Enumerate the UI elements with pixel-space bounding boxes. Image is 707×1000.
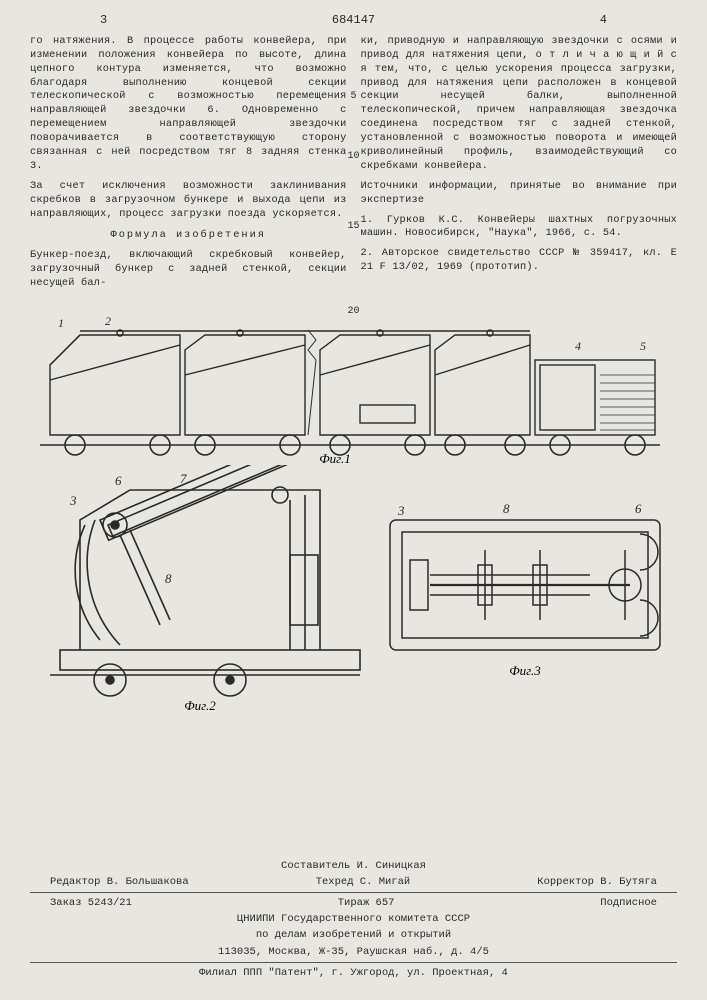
org1: ЦНИИПИ Государственного комитета СССР	[30, 912, 677, 926]
address: 113035, Москва, Ж-35, Раушская наб., д. …	[30, 945, 677, 959]
compiler: Составитель И. Синицкая	[30, 859, 677, 873]
right-p1: ки, приводную и направляющую звездочки с…	[361, 35, 678, 174]
fig1-label-2: 2	[105, 314, 111, 328]
line-num-5: 5	[350, 90, 356, 104]
tech: Техред С. Мигай	[316, 875, 411, 889]
doc-number: 684147	[332, 12, 375, 28]
line-num-20: 20	[347, 305, 359, 319]
source-1: 1. Гурков К.С. Конвейеры шахтных погрузо…	[361, 214, 678, 242]
fig3-label-6: 6	[635, 501, 642, 516]
fig1-label-5: 5	[640, 339, 646, 353]
fig3-caption: Фиг.3	[509, 663, 541, 678]
fig1-label-4: 4	[575, 339, 581, 353]
sources-title: Источники информации, принятые во вниман…	[361, 180, 678, 208]
order: Заказ 5243/21	[50, 896, 132, 910]
figures-2-3: 3 6 7 8 Фиг.2	[30, 465, 670, 715]
text-columns: го натяжения. В процессе работы конвейер…	[30, 35, 677, 297]
page-num-left: 3	[100, 12, 107, 28]
tirage: Тираж 657	[338, 896, 395, 910]
left-p1: го натяжения. В процессе работы конвейер…	[30, 35, 347, 174]
fig3-label-8: 8	[503, 501, 510, 516]
footer-block: Составитель И. Синицкая Редактор В. Боль…	[30, 857, 677, 982]
subscription: Подписное	[600, 896, 657, 910]
line-num-15: 15	[347, 220, 359, 234]
line-num-10: 10	[347, 150, 359, 164]
filial: Филиал ППП "Патент", г. Ужгород, ул. Про…	[30, 966, 677, 980]
source-2: 2. Авторское свидетельство СССР № 359417…	[361, 247, 678, 275]
fig1-caption: Фиг.1	[319, 451, 351, 465]
org2: по делам изобретений и открытий	[30, 928, 677, 942]
figure-1: 1 2 4 5 Фиг.1	[30, 305, 670, 465]
figures-block: 1 2 4 5 Фиг.1	[30, 305, 677, 715]
formula-title: Формула изобретения	[30, 229, 347, 243]
right-column: ки, приводную и направляющую звездочки с…	[361, 35, 678, 297]
fig2-label-6: 6	[115, 473, 122, 488]
fig2-label-7: 7	[180, 471, 187, 486]
fig2-label-3: 3	[69, 493, 77, 508]
fig3-label-3: 3	[397, 503, 405, 518]
page-header: 3 684147 4	[30, 12, 677, 29]
left-p3: Бункер-поезд, включающий скребковый конв…	[30, 249, 347, 291]
editor: Редактор В. Большакова	[50, 875, 189, 889]
corrector: Корректор В. Бутяга	[537, 875, 657, 889]
page-num-right: 4	[600, 12, 607, 28]
left-column: го натяжения. В процессе работы конвейер…	[30, 35, 347, 297]
fig1-label-1: 1	[58, 316, 64, 330]
fig2-label-8: 8	[165, 571, 172, 586]
left-p2: За счет исключения возможности заклинива…	[30, 180, 347, 222]
fig2-caption: Фиг.2	[184, 698, 216, 713]
